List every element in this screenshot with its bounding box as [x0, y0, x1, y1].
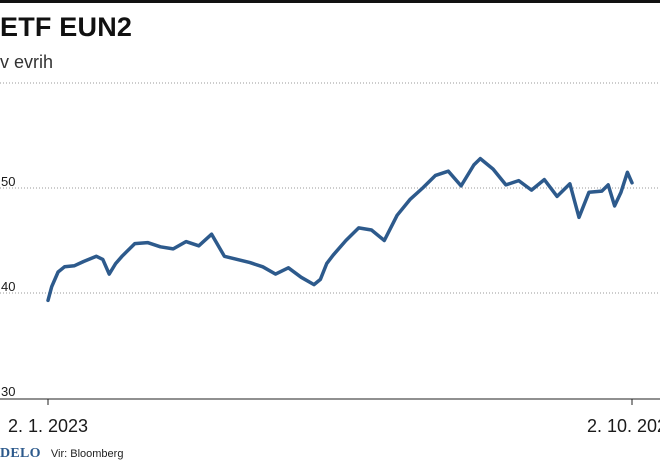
- series-layer: [46, 156, 634, 303]
- chart-title: ETF EUN2: [0, 12, 133, 42]
- y-tick-label: 40: [1, 279, 15, 294]
- footer: DELO Vir: Bloomberg: [0, 446, 123, 466]
- y-tick-label: 50: [1, 174, 15, 189]
- delo-logo: DELO: [0, 446, 41, 461]
- source-note: Vir: Bloomberg: [50, 448, 124, 460]
- y-tick-label: 30: [1, 384, 15, 399]
- chart-subtitle: v evrih: [0, 52, 54, 72]
- y-tick-labels: 30 40 50: [1, 174, 15, 399]
- x-tick-label: 2. 1. 2023: [8, 416, 88, 436]
- top-rule: [0, 0, 660, 3]
- line-chart: 30 40 50 2. 1. 2023 2. 10. 2024: [0, 82, 660, 436]
- x-tick-labels: 2. 1. 2023 2. 10. 2024: [8, 399, 660, 436]
- series-line: [46, 156, 634, 303]
- x-tick-label: 2. 10. 2024: [587, 416, 660, 436]
- gridlines: [0, 82, 660, 294]
